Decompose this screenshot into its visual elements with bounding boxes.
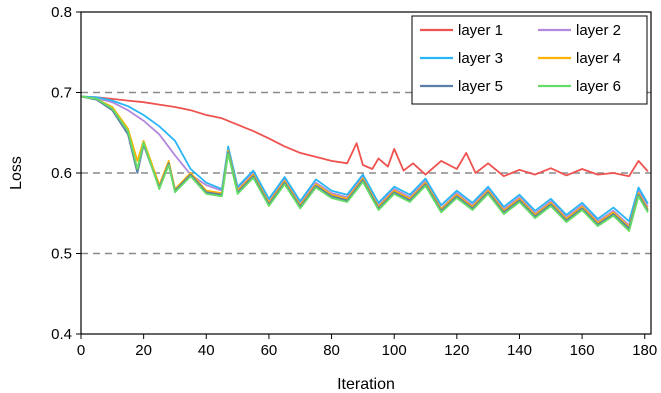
legend-box — [411, 15, 648, 105]
series-line-3 — [80, 95, 649, 223]
series-line-6 — [80, 95, 649, 232]
y-axis-title: Loss — [8, 156, 25, 190]
legend-label-4: layer 4 — [576, 50, 621, 67]
x-tick-label: 120 — [444, 342, 469, 359]
series-line-5 — [80, 95, 649, 230]
legend-label-1: layer 1 — [458, 22, 503, 39]
x-tick-label: 0 — [77, 342, 85, 359]
y-tick-label: 0.6 — [51, 165, 72, 182]
y-axis-ticks: 0.4 0.5 0.6 0.7 0.8 — [51, 4, 81, 343]
x-tick-label: 60 — [261, 342, 278, 359]
x-tick-label: 20 — [135, 342, 152, 359]
legend-label-6: layer 6 — [576, 78, 621, 95]
series-line-1 — [80, 95, 649, 178]
x-tick-label: 140 — [507, 342, 532, 359]
legend-label-3: layer 3 — [458, 50, 503, 67]
x-tick-label: 100 — [382, 342, 407, 359]
series-line-2 — [80, 95, 649, 227]
y-tick-label: 0.8 — [51, 4, 72, 21]
series-line-4 — [80, 95, 649, 228]
y-tick-label: 0.5 — [51, 246, 72, 263]
legend-label-2: layer 2 — [576, 22, 621, 39]
x-tick-label: 180 — [632, 342, 657, 359]
series-lines — [80, 95, 649, 232]
legend: layer 1 layer 2 layer 3 layer 4 layer 5 layer… — [411, 15, 648, 105]
y-tick-label: 0.4 — [51, 326, 72, 343]
x-axis-title: Iteration — [337, 376, 395, 393]
y-tick-label: 0.7 — [51, 85, 72, 102]
x-tick-label: 160 — [570, 342, 595, 359]
legend-label-5: layer 5 — [458, 78, 503, 95]
x-axis-ticks: 0 20 40 60 80 100 120 140 160 180 — [77, 334, 657, 359]
x-tick-label: 80 — [323, 342, 340, 359]
x-tick-label: 40 — [198, 342, 215, 359]
